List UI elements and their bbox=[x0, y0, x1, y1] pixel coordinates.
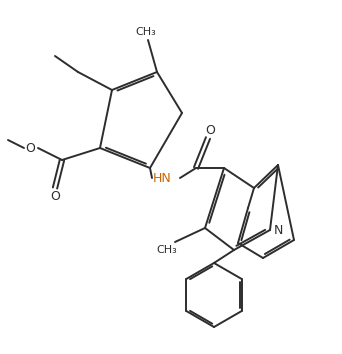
Text: CH₃: CH₃ bbox=[136, 27, 156, 37]
Text: O: O bbox=[50, 189, 60, 202]
Text: O: O bbox=[205, 124, 215, 137]
Text: O: O bbox=[25, 142, 35, 154]
Text: HN: HN bbox=[153, 171, 171, 184]
Text: CH₃: CH₃ bbox=[157, 245, 177, 255]
Text: N: N bbox=[273, 223, 283, 236]
